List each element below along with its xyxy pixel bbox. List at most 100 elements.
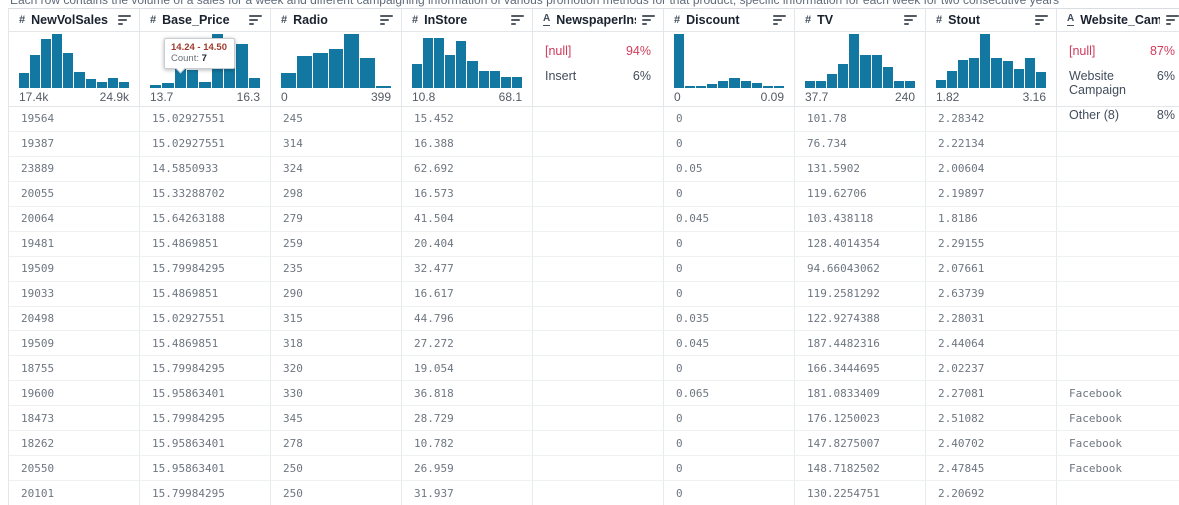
column-header-instore[interactable]: # InStore bbox=[402, 9, 533, 32]
histogram-bar[interactable] bbox=[456, 41, 467, 88]
histogram-bar[interactable] bbox=[162, 83, 174, 88]
histogram-bar[interactable] bbox=[980, 34, 991, 88]
histogram-bar[interactable] bbox=[674, 34, 685, 88]
histogram-bar[interactable] bbox=[52, 34, 63, 88]
histogram-bar[interactable] bbox=[412, 64, 423, 88]
histogram-bar[interactable] bbox=[827, 74, 838, 88]
column-header-stout[interactable]: # Stout bbox=[926, 9, 1057, 32]
histogram-bar[interactable] bbox=[223, 55, 236, 88]
histogram-bar[interactable] bbox=[1024, 58, 1035, 88]
histogram-bar[interactable] bbox=[63, 53, 74, 88]
histogram-bar[interactable] bbox=[958, 60, 969, 88]
histogram-bar[interactable] bbox=[773, 86, 784, 88]
histogram-bar[interactable] bbox=[467, 61, 478, 88]
histogram-bar[interactable] bbox=[991, 58, 1002, 88]
histogram-bar[interactable] bbox=[376, 86, 392, 88]
histogram-bar[interactable] bbox=[296, 56, 312, 88]
histogram-bar[interactable] bbox=[707, 84, 718, 88]
histogram-bar[interactable] bbox=[511, 77, 522, 88]
histogram-bars[interactable] bbox=[936, 34, 1046, 88]
histogram-bar[interactable] bbox=[860, 55, 871, 88]
category-row[interactable]: Insert 6% bbox=[545, 69, 651, 83]
histogram-bar[interactable] bbox=[74, 72, 85, 88]
histogram-bar[interactable] bbox=[882, 67, 893, 88]
histogram-bar[interactable] bbox=[186, 70, 199, 88]
category-row[interactable]: Other (8) 8% bbox=[1069, 108, 1175, 122]
category-row[interactable]: Website Campaign 6% bbox=[1069, 69, 1175, 97]
column-header-newvolsales[interactable]: # NewVolSales bbox=[9, 9, 140, 32]
histogram-bar[interactable] bbox=[762, 86, 773, 88]
histogram-bars[interactable] bbox=[19, 34, 129, 88]
histogram-bar[interactable] bbox=[871, 55, 882, 88]
histogram-bar[interactable] bbox=[478, 71, 489, 88]
histogram-bar[interactable] bbox=[500, 77, 511, 88]
histogram-bar[interactable] bbox=[969, 58, 980, 88]
histogram-bar[interactable] bbox=[281, 73, 296, 88]
histogram-bar[interactable] bbox=[849, 34, 860, 88]
histogram-bar[interactable] bbox=[360, 58, 376, 88]
column-header-tv[interactable]: # TV bbox=[795, 9, 926, 32]
column-menu-icon[interactable] bbox=[642, 15, 655, 25]
column-menu-icon[interactable] bbox=[773, 15, 786, 25]
histogram-bar[interactable] bbox=[328, 49, 344, 88]
category-percentage: 8% bbox=[1156, 108, 1175, 122]
histogram-bars[interactable] bbox=[805, 34, 915, 88]
histogram-bar[interactable] bbox=[696, 86, 707, 88]
table-cell: 0 bbox=[664, 181, 795, 207]
histogram-bar[interactable] bbox=[312, 53, 328, 88]
histogram-bar[interactable] bbox=[107, 78, 118, 88]
column-menu-icon[interactable] bbox=[380, 15, 393, 25]
histogram-bar[interactable] bbox=[718, 81, 729, 88]
histogram-bar[interactable] bbox=[41, 39, 52, 88]
histogram-bar[interactable] bbox=[199, 82, 211, 88]
histogram-bars[interactable] bbox=[412, 36, 522, 88]
table-cell: 0 bbox=[664, 356, 795, 382]
histogram-bar[interactable] bbox=[751, 83, 762, 88]
histogram-bar[interactable] bbox=[19, 73, 30, 88]
histogram-bar[interactable] bbox=[816, 81, 827, 88]
histogram-bar[interactable] bbox=[489, 71, 500, 88]
histogram-bar[interactable] bbox=[1002, 61, 1013, 88]
column-header-discount[interactable]: # Discount bbox=[664, 9, 795, 32]
histogram-bar[interactable] bbox=[740, 81, 751, 88]
histogram-bars[interactable] bbox=[281, 34, 392, 88]
histogram-bar[interactable] bbox=[344, 34, 360, 88]
column-menu-icon[interactable] bbox=[1166, 15, 1179, 25]
histogram-bar[interactable] bbox=[893, 81, 904, 88]
histogram-bars[interactable] bbox=[674, 34, 784, 88]
text-type-icon: A bbox=[543, 13, 551, 26]
histogram-bar[interactable] bbox=[434, 38, 445, 88]
table-cell: 76.734 bbox=[795, 131, 926, 157]
category-row[interactable]: [null] 94% bbox=[545, 44, 651, 58]
column-header-newspaperinserts[interactable]: A NewspaperInserts bbox=[533, 9, 664, 32]
histogram-bar[interactable] bbox=[729, 78, 740, 88]
column-menu-icon[interactable] bbox=[249, 15, 262, 25]
histogram-bar[interactable] bbox=[85, 79, 96, 88]
histogram-bar[interactable] bbox=[685, 86, 696, 88]
column-menu-icon[interactable] bbox=[1035, 15, 1048, 25]
histogram-bar[interactable] bbox=[118, 82, 129, 88]
histogram-bar[interactable] bbox=[1013, 69, 1024, 88]
column-menu-icon[interactable] bbox=[904, 15, 917, 25]
histogram-bar[interactable] bbox=[30, 55, 41, 88]
histogram-bar[interactable] bbox=[805, 81, 816, 88]
histogram-bar[interactable] bbox=[423, 38, 434, 88]
column-menu-icon[interactable] bbox=[118, 15, 131, 25]
histogram-bar[interactable] bbox=[174, 69, 186, 88]
histogram-bar[interactable] bbox=[838, 64, 849, 88]
histogram-bar[interactable] bbox=[936, 80, 947, 88]
table-cell: 15.95863401 bbox=[140, 456, 271, 482]
column-header-website_campaign[interactable]: A Website_Campaign bbox=[1057, 9, 1179, 32]
histogram-bar[interactable] bbox=[947, 71, 958, 88]
histogram-bar[interactable] bbox=[150, 85, 162, 88]
histogram-bar[interactable] bbox=[236, 44, 248, 88]
histogram-bar[interactable] bbox=[96, 82, 107, 88]
histogram-bar[interactable] bbox=[1035, 72, 1046, 88]
histogram-bar[interactable] bbox=[445, 55, 456, 88]
category-row[interactable]: [null] 87% bbox=[1069, 44, 1175, 58]
column-menu-icon[interactable] bbox=[511, 15, 524, 25]
histogram-bar[interactable] bbox=[904, 81, 915, 88]
column-header-radio[interactable]: # Radio bbox=[271, 9, 402, 32]
column-header-base_price[interactable]: # Base_Price bbox=[140, 9, 271, 32]
histogram-bar[interactable] bbox=[248, 78, 260, 88]
